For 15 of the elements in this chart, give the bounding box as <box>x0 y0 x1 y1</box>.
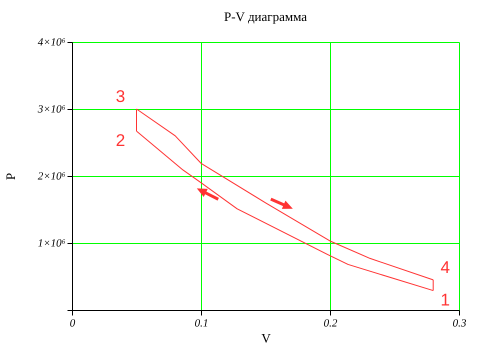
x-tick-label: 0.3 <box>452 318 467 330</box>
annotation: 3 <box>116 87 126 106</box>
x-axis-title: V <box>261 330 272 346</box>
chart-title: P-V диаграмма <box>224 9 308 24</box>
x-tick-label: 0.1 <box>194 318 208 330</box>
y-axis-title: P <box>2 172 18 180</box>
annotation: 1 <box>440 290 450 310</box>
y-tick-label: 2×10⁶ <box>38 170 66 182</box>
x-tick-label: 0.2 <box>324 318 338 330</box>
y-tick-label: 4×10⁶ <box>38 36 66 48</box>
annotation: 2 <box>116 131 126 150</box>
x-tick-label: 0 <box>70 318 76 330</box>
y-tick-label: 3×10⁶ <box>36 104 66 116</box>
annotation: 4 <box>440 258 450 277</box>
y-tick-label: 1×10⁶ <box>38 238 66 250</box>
